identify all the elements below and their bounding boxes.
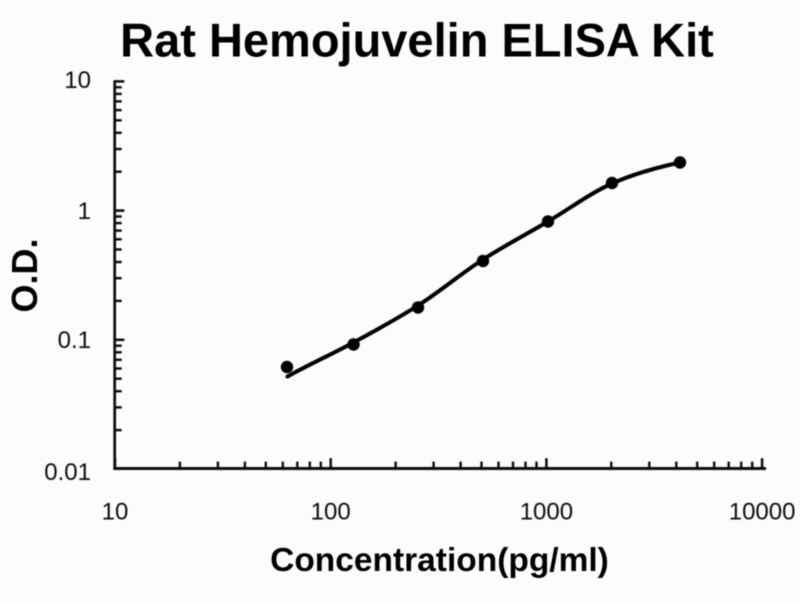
svg-text:10: 10: [102, 499, 129, 526]
svg-text:Rat Hemojuvelin ELISA Kit: Rat Hemojuvelin ELISA Kit: [120, 14, 714, 67]
svg-text:0.1: 0.1: [58, 327, 91, 354]
svg-text:O.D.: O.D.: [4, 238, 45, 312]
svg-text:0.01: 0.01: [44, 459, 91, 486]
svg-text:100: 100: [311, 499, 351, 526]
svg-text:10000: 10000: [729, 499, 796, 526]
svg-text:1000: 1000: [520, 499, 573, 526]
svg-text:10: 10: [64, 67, 91, 94]
svg-text:Concentration(pg/ml): Concentration(pg/ml): [270, 542, 609, 579]
svg-text:1: 1: [78, 198, 91, 225]
